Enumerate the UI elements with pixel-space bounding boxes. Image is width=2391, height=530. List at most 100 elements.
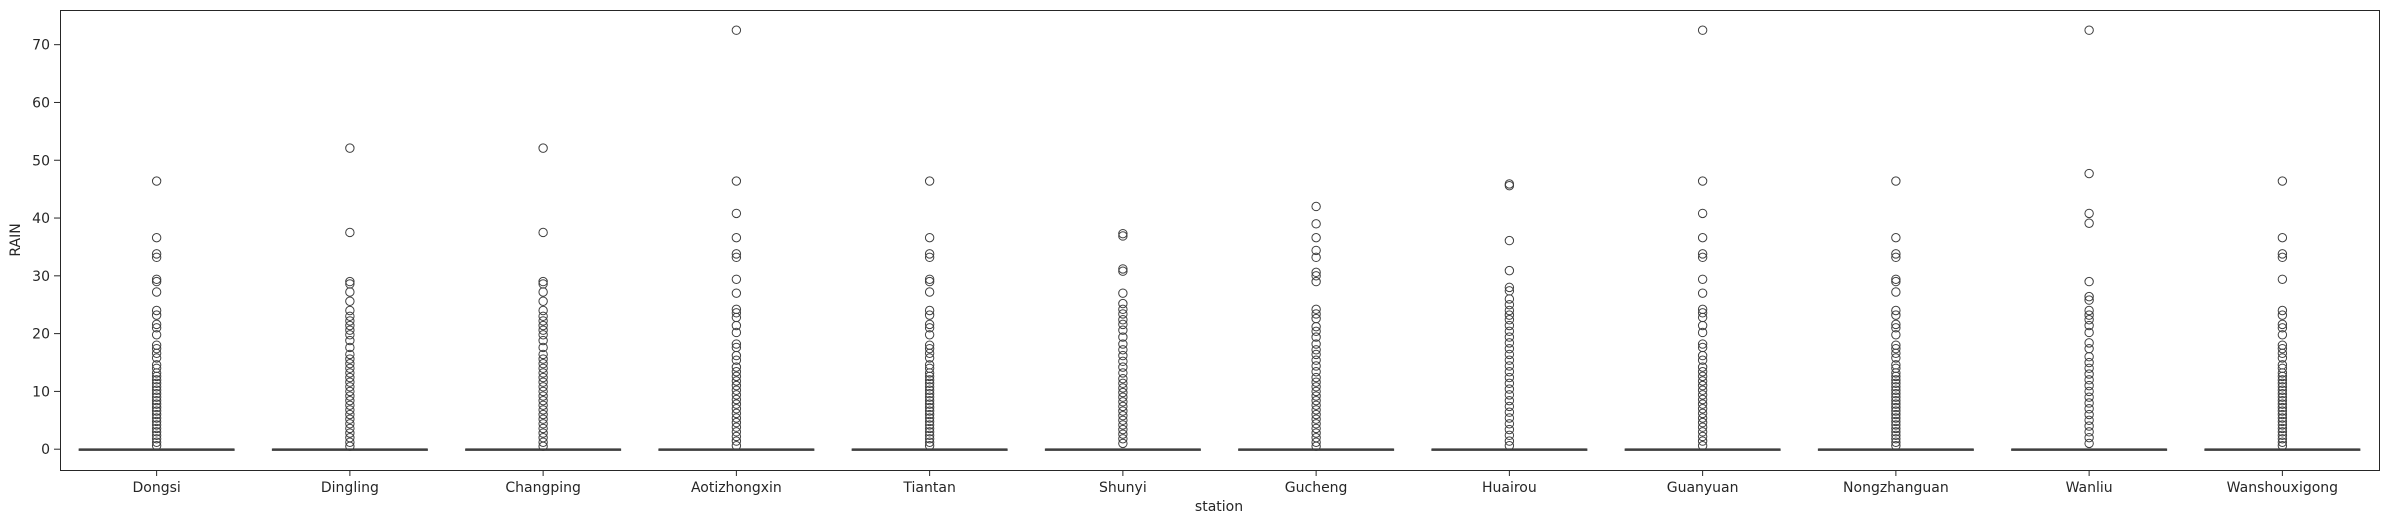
outlier-point: [2084, 438, 2094, 449]
outlier-point: [345, 320, 355, 331]
outlier-point: [345, 386, 355, 397]
outlier-point: [1504, 300, 1515, 310]
outlier-point: [345, 316, 355, 326]
outlier-point: [924, 276, 935, 287]
outlier-point: [151, 323, 162, 333]
outlier-point: [1891, 368, 1901, 378]
outlier-point: [731, 422, 742, 432]
outlier-point: [345, 296, 355, 306]
outlier-point: [1504, 332, 1515, 342]
outlier-point: [345, 382, 355, 392]
outlier-point: [2277, 353, 2288, 363]
outlier-point: [2084, 363, 2094, 373]
outlier-point: [1504, 413, 1515, 423]
outlier-point: [1118, 228, 1128, 239]
outlier-point: [538, 335, 548, 346]
outlier-point: [1891, 437, 1901, 447]
outlier-point: [345, 143, 355, 153]
outlier-point: [1891, 319, 1901, 330]
outlier-point: [1311, 437, 1321, 447]
outlier-point: [538, 363, 548, 373]
y-tick-label: 40: [32, 211, 50, 227]
outlier-point: [2084, 352, 2094, 362]
outlier-point: [1891, 249, 1901, 259]
outlier-point: [1504, 265, 1515, 276]
outlier-point: [2277, 319, 2288, 330]
box-group: [271, 143, 428, 452]
box-group: [658, 25, 815, 451]
outlier-point: [1311, 405, 1321, 415]
outlier-point: [1697, 399, 1708, 409]
outlier-point: [345, 311, 355, 321]
boxes-layer: [78, 25, 2361, 452]
outlier-point: [151, 310, 162, 320]
outlier-point: [538, 377, 548, 387]
outlier-point: [1504, 349, 1515, 360]
outlier-point: [1118, 298, 1128, 309]
outlier-point: [2084, 305, 2094, 316]
outlier-point: [2277, 305, 2288, 316]
outlier-point: [1311, 349, 1321, 360]
outlier-point: [345, 325, 355, 335]
outlier-point: [1891, 287, 1901, 297]
outlier-point: [731, 288, 742, 298]
outlier-point: [1118, 392, 1128, 402]
outlier-point: [731, 339, 742, 349]
outlier-point: [1697, 431, 1708, 442]
outlier-point: [151, 423, 162, 434]
outlier-point: [151, 232, 162, 243]
outlier-point: [2277, 427, 2288, 437]
outlier-point: [1697, 376, 1708, 386]
outlier-point: [1504, 395, 1515, 406]
x-axis: Dongsi Dingling Changping Aotizhongxin Tiant…: [132, 470, 2338, 496]
outlier-point: [538, 419, 548, 429]
box-group: [2011, 25, 2168, 451]
outlier-point: [345, 428, 355, 438]
outlier-point: [151, 287, 162, 297]
outlier-point: [151, 368, 162, 378]
outlier-point: [731, 417, 742, 428]
outlier-point: [924, 409, 935, 420]
outlier-point: [731, 232, 742, 243]
y-axis: 0 10 20 30 40 50 60 70: [32, 38, 60, 458]
box-group: [1431, 179, 1588, 451]
outlier-point: [538, 276, 548, 287]
outlier-point: [924, 395, 935, 406]
outlier-point: [1504, 424, 1515, 435]
outlier-point: [151, 437, 162, 447]
outlier-point: [151, 348, 162, 358]
outlier-point: [924, 406, 935, 416]
box-group: [1817, 176, 1974, 451]
outlier-point: [1311, 355, 1321, 365]
outlier-point: [151, 274, 162, 284]
outlier-point: [2084, 295, 2094, 305]
outlier-point: [538, 391, 548, 401]
outlier-point: [924, 343, 935, 354]
x-tick-label: Wanliu: [2066, 480, 2113, 496]
outlier-point: [1504, 343, 1515, 354]
outlier-point: [345, 368, 355, 378]
outlier-point: [151, 402, 162, 413]
outlier-point: [345, 377, 355, 387]
y-axis-label: RAIN: [8, 223, 24, 256]
outlier-point: [151, 406, 162, 416]
outlier-point: [538, 320, 548, 331]
outlier-point: [2277, 392, 2288, 402]
outlier-point: [1118, 266, 1128, 276]
outlier-point: [924, 389, 935, 399]
outlier-point: [1891, 378, 1901, 389]
outlier-point: [1118, 438, 1128, 449]
outlier-point: [2084, 386, 2094, 397]
outlier-point: [538, 405, 548, 415]
outlier-point: [538, 316, 548, 326]
outlier-point: [1697, 422, 1708, 432]
outlier-point: [151, 319, 162, 330]
outlier-point: [1118, 373, 1128, 384]
outlier-point: [151, 305, 162, 316]
outlier-point: [1697, 390, 1708, 400]
outlier-point: [2084, 208, 2094, 219]
outlier-point: [1311, 395, 1321, 406]
outlier-point: [1891, 402, 1901, 413]
